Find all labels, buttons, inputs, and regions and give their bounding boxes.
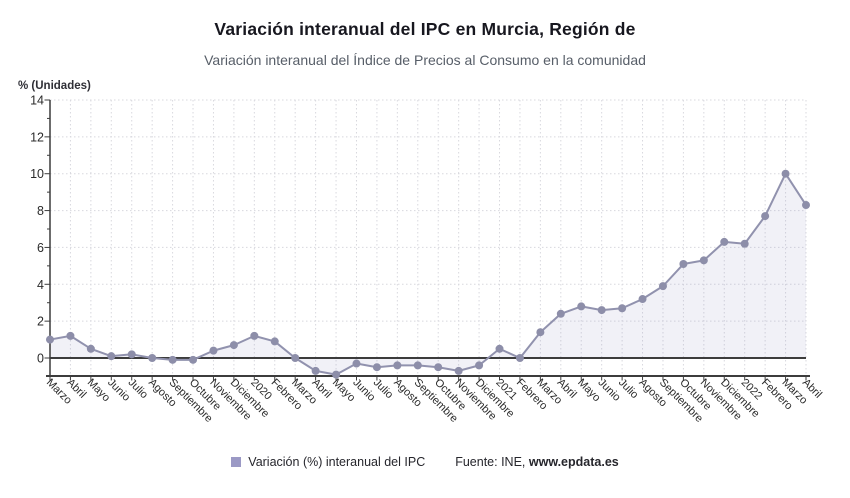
- data-point[interactable]: [46, 335, 54, 344]
- x-tick-label: Mayo: [330, 377, 358, 405]
- data-point[interactable]: [413, 361, 422, 370]
- data-point[interactable]: [475, 361, 484, 370]
- source-prefix: Fuente: INE,: [455, 455, 529, 469]
- data-point[interactable]: [291, 354, 300, 362]
- data-point[interactable]: [332, 370, 341, 379]
- data-point[interactable]: [250, 331, 259, 340]
- legend-swatch-icon: [231, 457, 242, 467]
- data-point[interactable]: [454, 366, 463, 375]
- x-tick-label: Junio: [105, 377, 132, 404]
- series-area: [50, 173, 806, 375]
- data-point[interactable]: [209, 346, 218, 355]
- data-point[interactable]: [802, 201, 810, 210]
- y-axis-unit-label: % (Unidades): [18, 80, 91, 92]
- data-point[interactable]: [556, 309, 565, 318]
- x-tick-label: Junio: [350, 377, 377, 404]
- data-point[interactable]: [515, 354, 524, 362]
- y-tick-label: 4: [37, 278, 44, 292]
- y-tick-label: 8: [37, 204, 44, 218]
- data-point[interactable]: [597, 306, 606, 315]
- data-point[interactable]: [495, 344, 504, 353]
- y-tick-label: 12: [30, 130, 44, 144]
- legend-series-label: Variación (%) interanual del IPC: [248, 455, 426, 469]
- data-point[interactable]: [229, 341, 238, 350]
- y-tick-label: 0: [37, 352, 44, 366]
- data-point[interactable]: [577, 302, 586, 311]
- data-point[interactable]: [148, 354, 157, 362]
- source-text: Fuente: INE, www.epdata.es: [455, 455, 619, 469]
- chart-subtitle: Variación interanual del Índice de Preci…: [204, 52, 646, 68]
- data-point[interactable]: [679, 260, 688, 269]
- x-tick-label: Mayo: [575, 377, 603, 405]
- data-point[interactable]: [311, 366, 320, 375]
- data-point[interactable]: [434, 363, 443, 372]
- y-tick-label: 14: [30, 94, 44, 108]
- chart-title: Variación interanual del IPC en Murcia, …: [214, 19, 636, 39]
- data-point[interactable]: [86, 344, 95, 353]
- data-point[interactable]: [372, 363, 381, 372]
- data-point[interactable]: [352, 359, 361, 368]
- data-point[interactable]: [393, 361, 402, 370]
- data-point[interactable]: [638, 295, 647, 304]
- data-point[interactable]: [66, 331, 75, 340]
- chart-legend: Variación (%) interanual del IPC Fuente:…: [0, 455, 850, 469]
- data-point[interactable]: [107, 352, 116, 361]
- data-point[interactable]: [189, 355, 198, 364]
- data-point[interactable]: [720, 237, 729, 246]
- y-tick-label: 2: [37, 315, 44, 329]
- ipc-line-chart[interactable]: 02468101214MarzoAbrilMayoJunioJulioAgost…: [0, 90, 850, 458]
- data-point[interactable]: [699, 256, 708, 265]
- y-tick-label: 6: [37, 241, 44, 255]
- data-point[interactable]: [761, 212, 770, 221]
- source-site-link[interactable]: www.epdata.es: [528, 455, 619, 469]
- data-point[interactable]: [168, 355, 177, 364]
- data-point[interactable]: [536, 328, 545, 337]
- data-point[interactable]: [270, 337, 279, 346]
- data-point[interactable]: [618, 304, 627, 313]
- data-point[interactable]: [658, 282, 667, 291]
- data-point[interactable]: [127, 350, 136, 359]
- y-tick-label: 10: [30, 167, 44, 181]
- x-tick-label: Junio: [596, 377, 623, 404]
- data-point[interactable]: [781, 169, 790, 178]
- data-point[interactable]: [740, 239, 749, 248]
- x-tick-label: Mayo: [85, 377, 113, 405]
